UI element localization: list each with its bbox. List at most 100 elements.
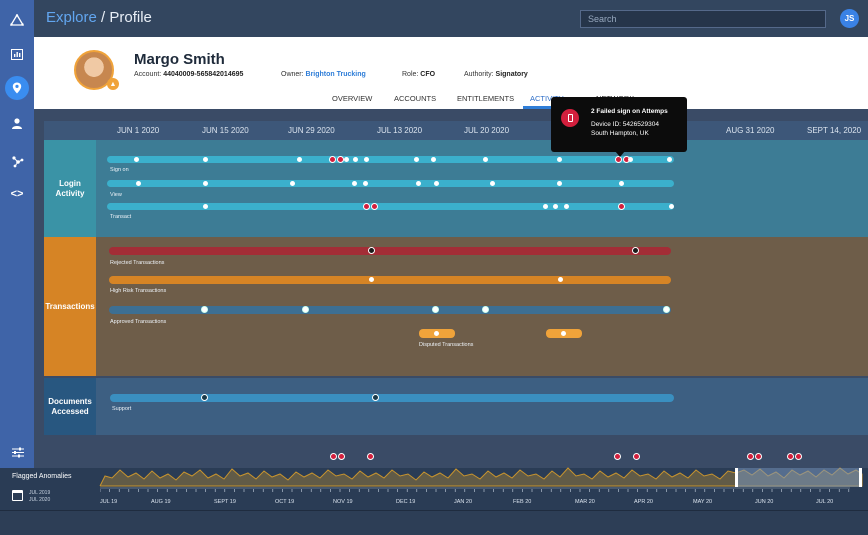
- anomaly-marker[interactable]: [633, 453, 640, 460]
- event-dot[interactable]: [490, 181, 495, 186]
- track-view[interactable]: [107, 180, 674, 187]
- event-dot[interactable]: [302, 306, 309, 313]
- owner-label: Owner:: [281, 71, 304, 78]
- logo-icon[interactable]: [6, 9, 28, 31]
- event-dot[interactable]: [369, 277, 374, 282]
- track-label: Transact: [110, 214, 132, 220]
- account-value: 44040009-565842014695: [163, 71, 244, 78]
- dashboard-icon[interactable]: [6, 43, 28, 65]
- tooltip-device: Device ID: 5426529304: [591, 121, 659, 128]
- failed-event-dot[interactable]: [618, 203, 625, 210]
- breadcrumb-current: Profile: [109, 9, 152, 26]
- event-dot[interactable]: [434, 331, 439, 336]
- event-dot[interactable]: [564, 204, 569, 209]
- section-documents: [96, 378, 868, 435]
- timeline-date: JUL 13 2020: [377, 126, 423, 135]
- event-dot[interactable]: [669, 204, 674, 209]
- event-dot[interactable]: [628, 157, 633, 162]
- anomaly-marker[interactable]: [367, 453, 374, 460]
- location-pin-icon[interactable]: [5, 76, 29, 100]
- event-dot[interactable]: [663, 306, 670, 313]
- event-dot[interactable]: [667, 157, 672, 162]
- authority-label: Authority:: [464, 71, 494, 78]
- event-dot[interactable]: [372, 394, 379, 401]
- user-icon[interactable]: [6, 112, 28, 134]
- event-dot[interactable]: [632, 247, 639, 254]
- track-label: High Risk Transactions: [110, 288, 167, 294]
- tooltip-title: 2 Failed sign on Attemps: [591, 108, 668, 115]
- network-icon[interactable]: [6, 150, 28, 172]
- anomaly-marker[interactable]: [614, 453, 621, 460]
- track-sign-on[interactable]: [107, 156, 674, 163]
- event-dot[interactable]: [558, 277, 563, 282]
- tab-accounts[interactable]: ACCOUNTS: [394, 94, 437, 103]
- tab-activity[interactable]: ACTIVITY: [530, 94, 564, 103]
- track-rejected[interactable]: [109, 247, 671, 255]
- axis-label: SEPT 19: [214, 499, 236, 505]
- track-support[interactable]: [110, 394, 674, 402]
- event-dot[interactable]: [352, 181, 357, 186]
- event-dot[interactable]: [290, 181, 295, 186]
- event-dot[interactable]: [561, 331, 566, 336]
- event-dot[interactable]: [414, 157, 419, 162]
- axis-label: JAN 20: [454, 499, 473, 505]
- event-dot[interactable]: [201, 306, 208, 313]
- anomaly-marker[interactable]: [787, 453, 802, 460]
- event-dot[interactable]: [431, 157, 436, 162]
- event-dot[interactable]: [619, 181, 624, 186]
- breadcrumb-explore[interactable]: Explore: [46, 9, 97, 26]
- event-dot[interactable]: [134, 157, 139, 162]
- track-high-risk[interactable]: [109, 276, 671, 284]
- track-transact[interactable]: [107, 203, 674, 210]
- event-dot[interactable]: [557, 181, 562, 186]
- section-label-transactions: Transactions: [44, 237, 96, 376]
- event-dot[interactable]: [482, 306, 489, 313]
- event-dot[interactable]: [136, 181, 141, 186]
- track-label: Rejected Transactions: [110, 260, 165, 266]
- timeline-date: SEPT 14, 2020: [807, 126, 862, 135]
- event-dot[interactable]: [344, 157, 349, 162]
- flagged-anomalies-label: Flagged Anomalies: [12, 473, 72, 480]
- axis-label: NOV 19: [333, 499, 353, 505]
- range-brush[interactable]: [735, 468, 862, 487]
- anomaly-marker[interactable]: [330, 453, 345, 460]
- event-dot[interactable]: [297, 157, 302, 162]
- event-dot[interactable]: [203, 157, 208, 162]
- event-dot[interactable]: [432, 306, 439, 313]
- axis-label: OCT 19: [275, 499, 295, 505]
- event-dot[interactable]: [203, 204, 208, 209]
- tab-overview[interactable]: OVERVIEW: [332, 94, 373, 103]
- event-dot[interactable]: [557, 157, 562, 162]
- event-dot[interactable]: [368, 247, 375, 254]
- anomaly-marker-row: [34, 440, 868, 468]
- tab-entitlements[interactable]: ENTITLEMENTS: [457, 94, 515, 103]
- event-dot[interactable]: [203, 181, 208, 186]
- track-approved[interactable]: [109, 306, 671, 314]
- event-dot[interactable]: [353, 157, 358, 162]
- anomaly-marker[interactable]: [747, 453, 762, 460]
- track-label: Approved Transactions: [110, 319, 167, 325]
- search-input[interactable]: Search: [580, 10, 826, 28]
- code-icon[interactable]: <>: [10, 188, 24, 200]
- event-dot[interactable]: [543, 204, 548, 209]
- event-dot[interactable]: [553, 204, 558, 209]
- track-label: Support: [112, 406, 132, 412]
- failed-event-pair[interactable]: [329, 156, 344, 163]
- event-dot[interactable]: [364, 157, 369, 162]
- axis-label: APR 20: [634, 499, 653, 505]
- event-dot[interactable]: [483, 157, 488, 162]
- failed-event-pair[interactable]: [363, 203, 378, 210]
- event-dot[interactable]: [363, 181, 368, 186]
- user-avatar[interactable]: JS: [840, 9, 859, 28]
- event-dot[interactable]: [201, 394, 208, 401]
- role-label: Role:: [402, 71, 419, 78]
- event-dot[interactable]: [434, 181, 439, 186]
- calendar-icon[interactable]: [12, 490, 23, 501]
- event-dot[interactable]: [416, 181, 421, 186]
- owner-link[interactable]: Brighton Trucking: [305, 71, 366, 78]
- section-label-login: Login Activity: [44, 140, 96, 237]
- role-value: CFO: [420, 71, 436, 78]
- filter-sliders-icon[interactable]: [12, 447, 24, 461]
- timeline-date: JUL 20 2020: [464, 126, 510, 135]
